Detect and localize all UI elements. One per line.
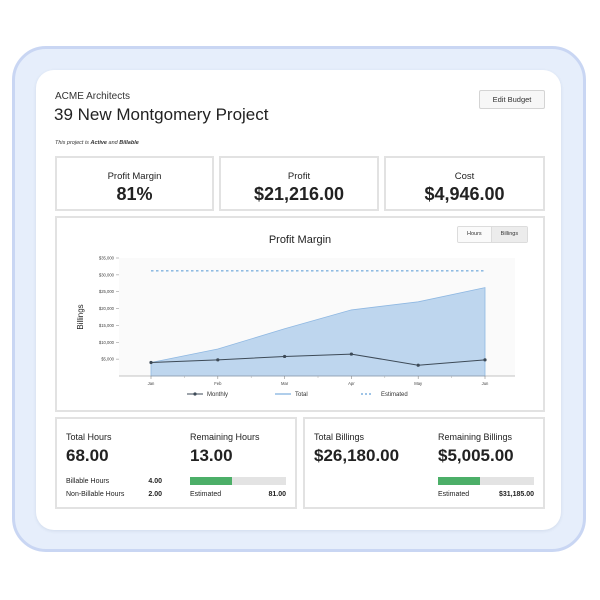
hours-estimated-label: Estimated [190, 491, 222, 498]
series-monthly-line [150, 353, 486, 366]
x-tick-label: Jun [482, 381, 489, 386]
toggle-hours[interactable]: Hours [458, 227, 491, 242]
x-tick-label: May [414, 381, 423, 386]
remaining-hours-value: 13.00 [190, 446, 233, 465]
kpi-label: Cost [454, 171, 475, 182]
kpi-label: Profit Margin [107, 171, 162, 182]
total-hours-label: Total Hours [66, 432, 112, 442]
kpi-profit-margin: Profit Margin 81% [55, 156, 214, 211]
page-title: 39 New Montgomery Project [54, 105, 269, 124]
legend-item-estimated: Estimated [361, 392, 408, 398]
total-hours-value: 68.00 [66, 446, 109, 465]
billings-progress-bar [438, 477, 534, 485]
x-tick-label: Apr [348, 381, 355, 386]
status-prefix: This project is [55, 140, 91, 146]
legend-item-total: Total [275, 392, 308, 398]
monthly-point [216, 358, 220, 362]
nonbillable-hours-value: 2.00 [148, 491, 162, 498]
y-tick-label: $25,000 [99, 289, 115, 294]
chart-panel: Profit Margin Hours Billings Billings $5… [55, 216, 545, 412]
y-tick-label: $10,000 [99, 340, 115, 345]
total-billings-value: $26,180.00 [314, 446, 400, 465]
nonbillable-hours-label: Non-Billable Hours [66, 491, 125, 498]
billings-estimated-label: Estimated [438, 491, 470, 498]
legend-label: Monthly [207, 392, 228, 398]
dashboard-card: ACME Architects 39 New Montgomery Projec… [36, 70, 561, 530]
remaining-billings-label: Remaining Billings [438, 432, 513, 442]
hours-panel: Total Hours 68.00 Remaining Hours 13.00 … [55, 417, 297, 509]
y-tick-label: $30,000 [99, 272, 115, 277]
x-tick-label: Mar [281, 381, 289, 386]
hours-progress-bar [190, 477, 286, 485]
monthly-point [283, 354, 287, 359]
profit-margin-chart: Billings $5,000 $10,000 $15,000 $20,000 $25,… [76, 256, 515, 398]
billable-hours-value: 4.00 [148, 478, 162, 485]
chart-title: Profit Margin [268, 234, 332, 246]
y-tick-label: $20,000 [99, 306, 115, 311]
status-active: Active [90, 140, 107, 146]
x-tick-label: Jan [148, 381, 155, 386]
monthly-point [349, 352, 353, 356]
kpi-profit: Profit $21,216.00 [219, 156, 379, 211]
monthly-point [149, 360, 153, 365]
legend-label: Estimated [381, 392, 408, 398]
remaining-billings-value: $5,005.00 [438, 446, 514, 465]
monthly-point [483, 358, 487, 362]
kpi-value: $4,946.00 [424, 184, 505, 204]
kpi-value: 81% [116, 184, 153, 204]
hours-estimated-value: 81.00 [268, 491, 286, 498]
y-tick-label: $5,000 [101, 357, 114, 362]
remaining-hours-label: Remaining Hours [190, 432, 260, 442]
legend-marker [193, 392, 197, 396]
company-name: ACME Architects [55, 91, 131, 102]
y-tick-label: $15,000 [99, 323, 115, 328]
status-billable: Billable [119, 140, 139, 146]
total-billings-label: Total Billings [314, 432, 365, 442]
edit-budget-button[interactable]: Edit Budget [479, 90, 545, 109]
monthly-point [416, 363, 420, 367]
legend-label: Total [295, 392, 308, 398]
billings-estimated-value: $31,185.00 [498, 491, 534, 498]
toggle-billings[interactable]: Billings [490, 227, 528, 242]
kpi-cost: Cost $4,946.00 [384, 156, 545, 211]
billings-panel: Total Billings $26,180.00 Remaining Bill… [303, 417, 545, 509]
legend-item-monthly: Monthly [187, 392, 228, 398]
kpi-label: Profit [287, 171, 311, 182]
y-tick-label: $35,000 [99, 256, 115, 261]
kpi-value: $21,216.00 [253, 184, 345, 204]
billings-progress-fill [438, 477, 481, 485]
billable-hours-label: Billable Hours [66, 478, 110, 485]
y-axis-label: Billings [76, 304, 85, 329]
project-status: This project is Active and Billable [55, 140, 139, 146]
x-tick-label: Feb [214, 381, 222, 386]
hours-progress-fill [190, 477, 233, 485]
chart-toggle: Hours Billings [457, 226, 529, 243]
status-and: and [106, 140, 120, 146]
